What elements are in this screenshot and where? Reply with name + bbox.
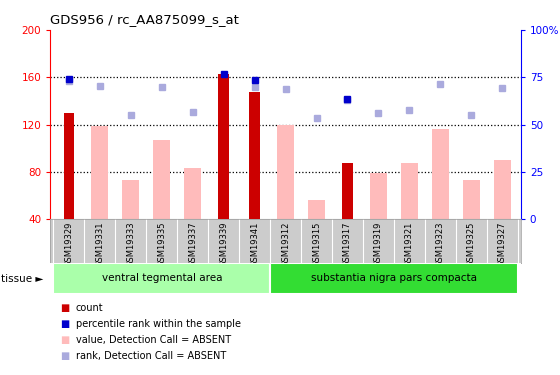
Bar — [277, 124, 294, 219]
Bar — [463, 180, 480, 219]
Bar — [342, 163, 353, 219]
Text: GSM19331: GSM19331 — [95, 222, 104, 267]
Bar — [91, 126, 109, 219]
Text: GSM19317: GSM19317 — [343, 222, 352, 267]
Text: ■: ■ — [60, 335, 69, 345]
Text: GSM19327: GSM19327 — [498, 222, 507, 267]
Text: ■: ■ — [60, 303, 69, 313]
Bar — [249, 92, 260, 219]
Text: GSM19335: GSM19335 — [157, 222, 166, 267]
Text: GSM19315: GSM19315 — [312, 222, 321, 267]
Text: GSM19319: GSM19319 — [374, 222, 383, 267]
Text: percentile rank within the sample: percentile rank within the sample — [76, 319, 241, 329]
Text: value, Detection Call = ABSENT: value, Detection Call = ABSENT — [76, 335, 231, 345]
Text: GSM19341: GSM19341 — [250, 222, 259, 267]
Bar — [54, 262, 270, 294]
Text: tissue ►: tissue ► — [1, 274, 44, 284]
Text: count: count — [76, 303, 103, 313]
Text: GSM19323: GSM19323 — [436, 222, 445, 267]
Text: GSM19333: GSM19333 — [127, 222, 136, 267]
Bar — [494, 160, 511, 219]
Bar — [184, 168, 201, 219]
Bar — [432, 129, 449, 219]
Text: substantia nigra pars compacta: substantia nigra pars compacta — [311, 273, 477, 284]
Text: rank, Detection Call = ABSENT: rank, Detection Call = ABSENT — [76, 351, 226, 360]
Bar — [270, 262, 517, 294]
Bar — [401, 163, 418, 219]
Bar — [218, 74, 229, 219]
Bar — [63, 113, 74, 219]
Text: ventral tegmental area: ventral tegmental area — [101, 273, 222, 284]
Text: GSM19325: GSM19325 — [467, 222, 476, 267]
Text: GSM19329: GSM19329 — [64, 222, 73, 267]
Text: ■: ■ — [60, 319, 69, 329]
Text: GSM19312: GSM19312 — [281, 222, 290, 267]
Text: GSM19339: GSM19339 — [219, 222, 228, 267]
Text: ■: ■ — [60, 351, 69, 360]
Text: GDS956 / rc_AA875099_s_at: GDS956 / rc_AA875099_s_at — [50, 13, 239, 26]
Bar — [153, 140, 170, 219]
Bar — [370, 173, 387, 219]
Text: GSM19321: GSM19321 — [405, 222, 414, 267]
Bar — [122, 180, 139, 219]
Bar — [308, 200, 325, 219]
Text: GSM19337: GSM19337 — [188, 222, 197, 267]
